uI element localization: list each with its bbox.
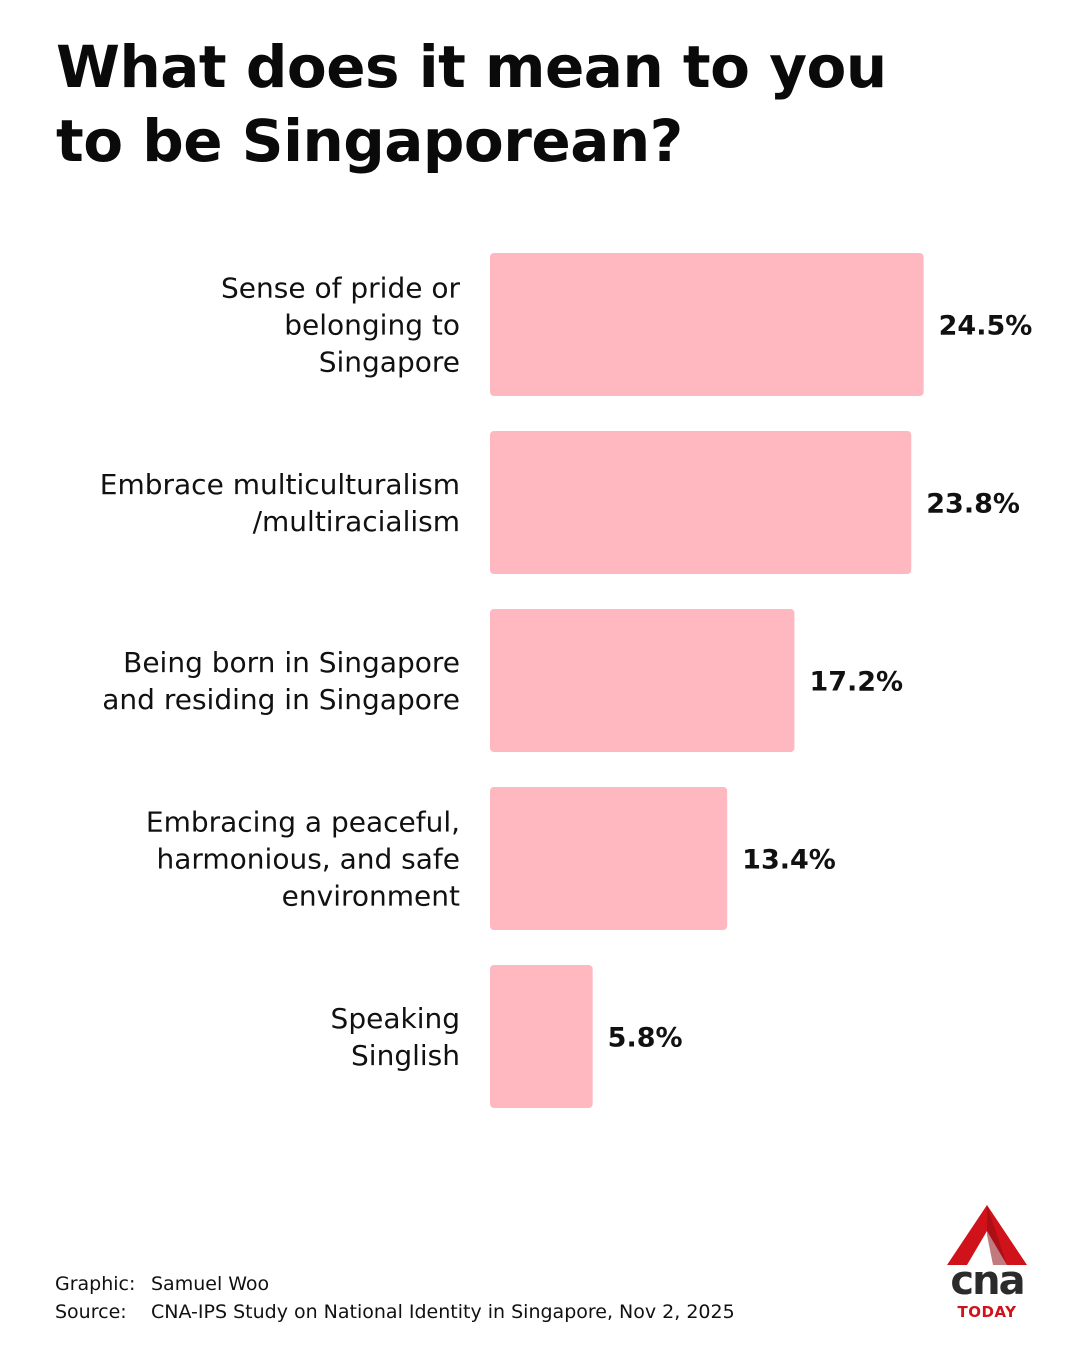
category-label-2: Being born in Singapore and residing in S… xyxy=(102,646,460,716)
bar-4 xyxy=(490,965,593,1108)
category-label-4-line-0: Speaking xyxy=(331,1002,460,1035)
category-label-1: Embrace multiculturalism/multiracialism xyxy=(100,468,460,538)
bar-2 xyxy=(490,609,795,752)
category-label-0: Sense of pride or belonging to Singapore xyxy=(221,272,460,379)
source-credit: Source: CNA-IPS Study on National Identi… xyxy=(55,1298,735,1326)
bar-0 xyxy=(490,253,924,396)
bar-1 xyxy=(490,431,912,574)
value-label-2: 17.2% xyxy=(809,667,903,698)
source-credit-value: CNA-IPS Study on National Identity in Si… xyxy=(151,1301,735,1323)
category-label-1-line-0: Embrace multiculturalism xyxy=(100,468,460,501)
value-label-1: 23.8% xyxy=(926,489,1020,520)
graphic-credit: Graphic: Samuel Woo xyxy=(55,1270,735,1298)
category-label-3: Embracing a peaceful, harmonious, and saf… xyxy=(146,806,460,913)
value-label-4: 5.8% xyxy=(608,1023,683,1054)
chart-title: What does it mean to you to be Singapore… xyxy=(56,33,887,175)
source-credit-label: Source: xyxy=(55,1301,127,1323)
category-label-4: Speaking Singlish xyxy=(331,1002,460,1072)
cna-triangle-icon xyxy=(947,1205,1027,1265)
category-label-0-line-1: belonging to xyxy=(284,309,460,342)
credits: Graphic: Samuel Woo Source: CNA-IPS Stud… xyxy=(55,1270,735,1326)
graphic-credit-label: Graphic: xyxy=(55,1273,136,1295)
bar-3 xyxy=(490,787,728,930)
category-label-0-line-2: Singapore xyxy=(319,346,460,379)
category-label-3-line-2: environment xyxy=(282,880,460,913)
graphic-credit-value: Samuel Woo xyxy=(151,1273,270,1295)
logo-subtitle: TODAY xyxy=(957,1303,1017,1321)
category-label-1-line-1: /multiracialism xyxy=(253,505,460,538)
category-label-0-line-0: Sense of pride or xyxy=(221,272,460,305)
category-label-2-line-1: and residing in Singapore xyxy=(102,683,460,716)
cna-today-logo: cna TODAY xyxy=(945,1205,1029,1323)
logo-wordmark: cna xyxy=(950,1258,1025,1304)
category-label-4-line-1: Singlish xyxy=(351,1039,460,1072)
category-label-3-line-0: Embracing a peaceful, xyxy=(146,806,460,839)
category-label-3-line-1: harmonious, and safe xyxy=(156,843,460,876)
category-label-2-line-0: Being born in Singapore xyxy=(123,646,460,679)
value-label-0: 24.5% xyxy=(939,311,1033,342)
value-label-3: 13.4% xyxy=(742,845,836,876)
